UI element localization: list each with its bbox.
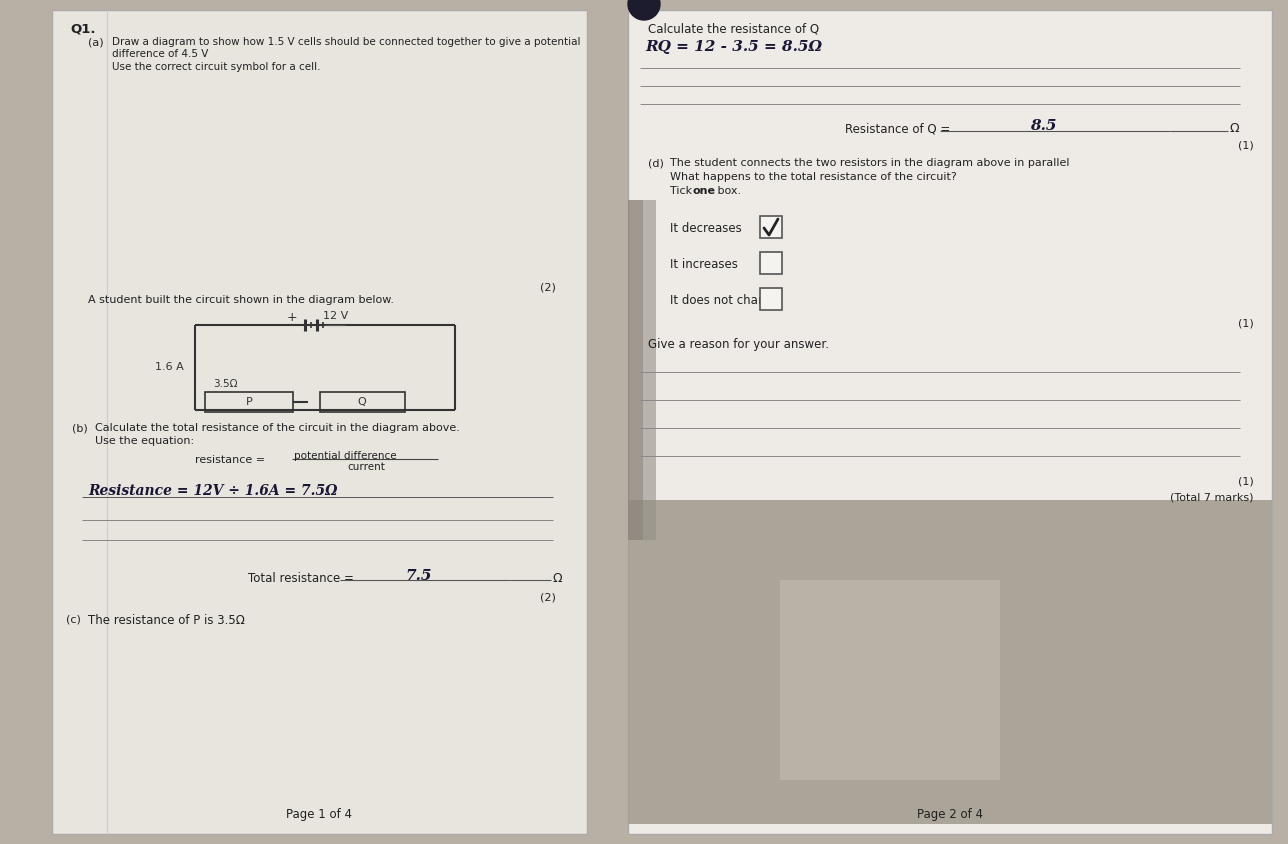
Bar [55,77,583,283]
Text: Use the equation:: Use the equation: [95,436,194,446]
Text: Draw a diagram to show how 1.5 V cells should be connected together to give a po: Draw a diagram to show how 1.5 V cells s… [112,37,581,47]
Bar [760,216,782,238]
Text: Use the correct circuit symbol for a cell.: Use the correct circuit symbol for a cel… [112,62,321,72]
Text: Q: Q [358,397,366,407]
Text: (c): (c) [66,614,81,624]
Text: (Total 7 marks): (Total 7 marks) [1171,492,1255,502]
Text: Give a reason for your answer.: Give a reason for your answer. [648,338,829,351]
Text: current: current [346,462,385,472]
Bar [629,500,1273,824]
Bar [52,10,587,834]
Text: (a): (a) [88,37,103,47]
Text: (1): (1) [1238,318,1255,328]
Bar [629,500,1273,824]
Text: Resistance = 12V ÷ 1.6A = 7.5Ω: Resistance = 12V ÷ 1.6A = 7.5Ω [88,484,337,498]
Text: P: P [246,397,252,407]
Bar [52,75,587,285]
Bar [629,200,656,540]
Text: (d): (d) [648,158,663,168]
Text: 7.5: 7.5 [404,569,431,583]
Text: (2): (2) [540,283,556,293]
Text: (1): (1) [1238,140,1255,150]
Text: It increases: It increases [670,258,738,271]
Text: 8.5: 8.5 [1030,119,1056,133]
Circle shape [629,0,659,20]
Text: Total resistance =: Total resistance = [249,572,358,585]
Text: The student connects the two resistors in the diagram above in parallel: The student connects the two resistors i… [670,158,1069,168]
Text: Page 1 of 4: Page 1 of 4 [286,808,352,821]
Text: The resistance of P is 3.5Ω: The resistance of P is 3.5Ω [88,614,245,627]
Text: one: one [693,186,716,196]
Text: (b): (b) [72,423,88,433]
Text: What happens to the total resistance of the circuit?: What happens to the total resistance of … [670,172,957,182]
Text: (2): (2) [540,593,556,603]
Text: box.: box. [714,186,741,196]
Bar [629,200,643,540]
Text: 1.6 A: 1.6 A [155,362,184,372]
Text: It does not change: It does not change [670,294,781,307]
Bar [781,580,999,780]
Text: Calculate the resistance of Q: Calculate the resistance of Q [648,22,819,35]
Text: (1): (1) [1238,476,1255,486]
Bar [629,10,1273,834]
Text: Q1.: Q1. [70,22,95,35]
Text: 3.5Ω: 3.5Ω [213,379,237,389]
Text: Ω: Ω [1230,122,1239,135]
Text: resistance =: resistance = [194,455,265,465]
Text: +: + [287,311,298,324]
Bar [760,252,782,274]
Bar [205,392,292,412]
Text: 12 V: 12 V [323,311,348,321]
Text: A student built the circuit shown in the diagram below.: A student built the circuit shown in the… [88,295,394,305]
Text: Ω: Ω [553,572,563,585]
Text: potential difference: potential difference [294,451,397,461]
Text: RQ = 12 - 3.5 = 8.5Ω: RQ = 12 - 3.5 = 8.5Ω [645,40,822,54]
Bar [760,288,782,310]
Text: Calculate the total resistance of the circuit in the diagram above.: Calculate the total resistance of the ci… [95,423,460,433]
Text: It decreases: It decreases [670,222,742,235]
Bar [319,392,404,412]
Text: Resistance of Q =: Resistance of Q = [845,122,954,135]
Text: Tick: Tick [670,186,696,196]
Text: Page 2 of 4: Page 2 of 4 [917,808,983,821]
Text: difference of 4.5 V: difference of 4.5 V [112,49,209,59]
